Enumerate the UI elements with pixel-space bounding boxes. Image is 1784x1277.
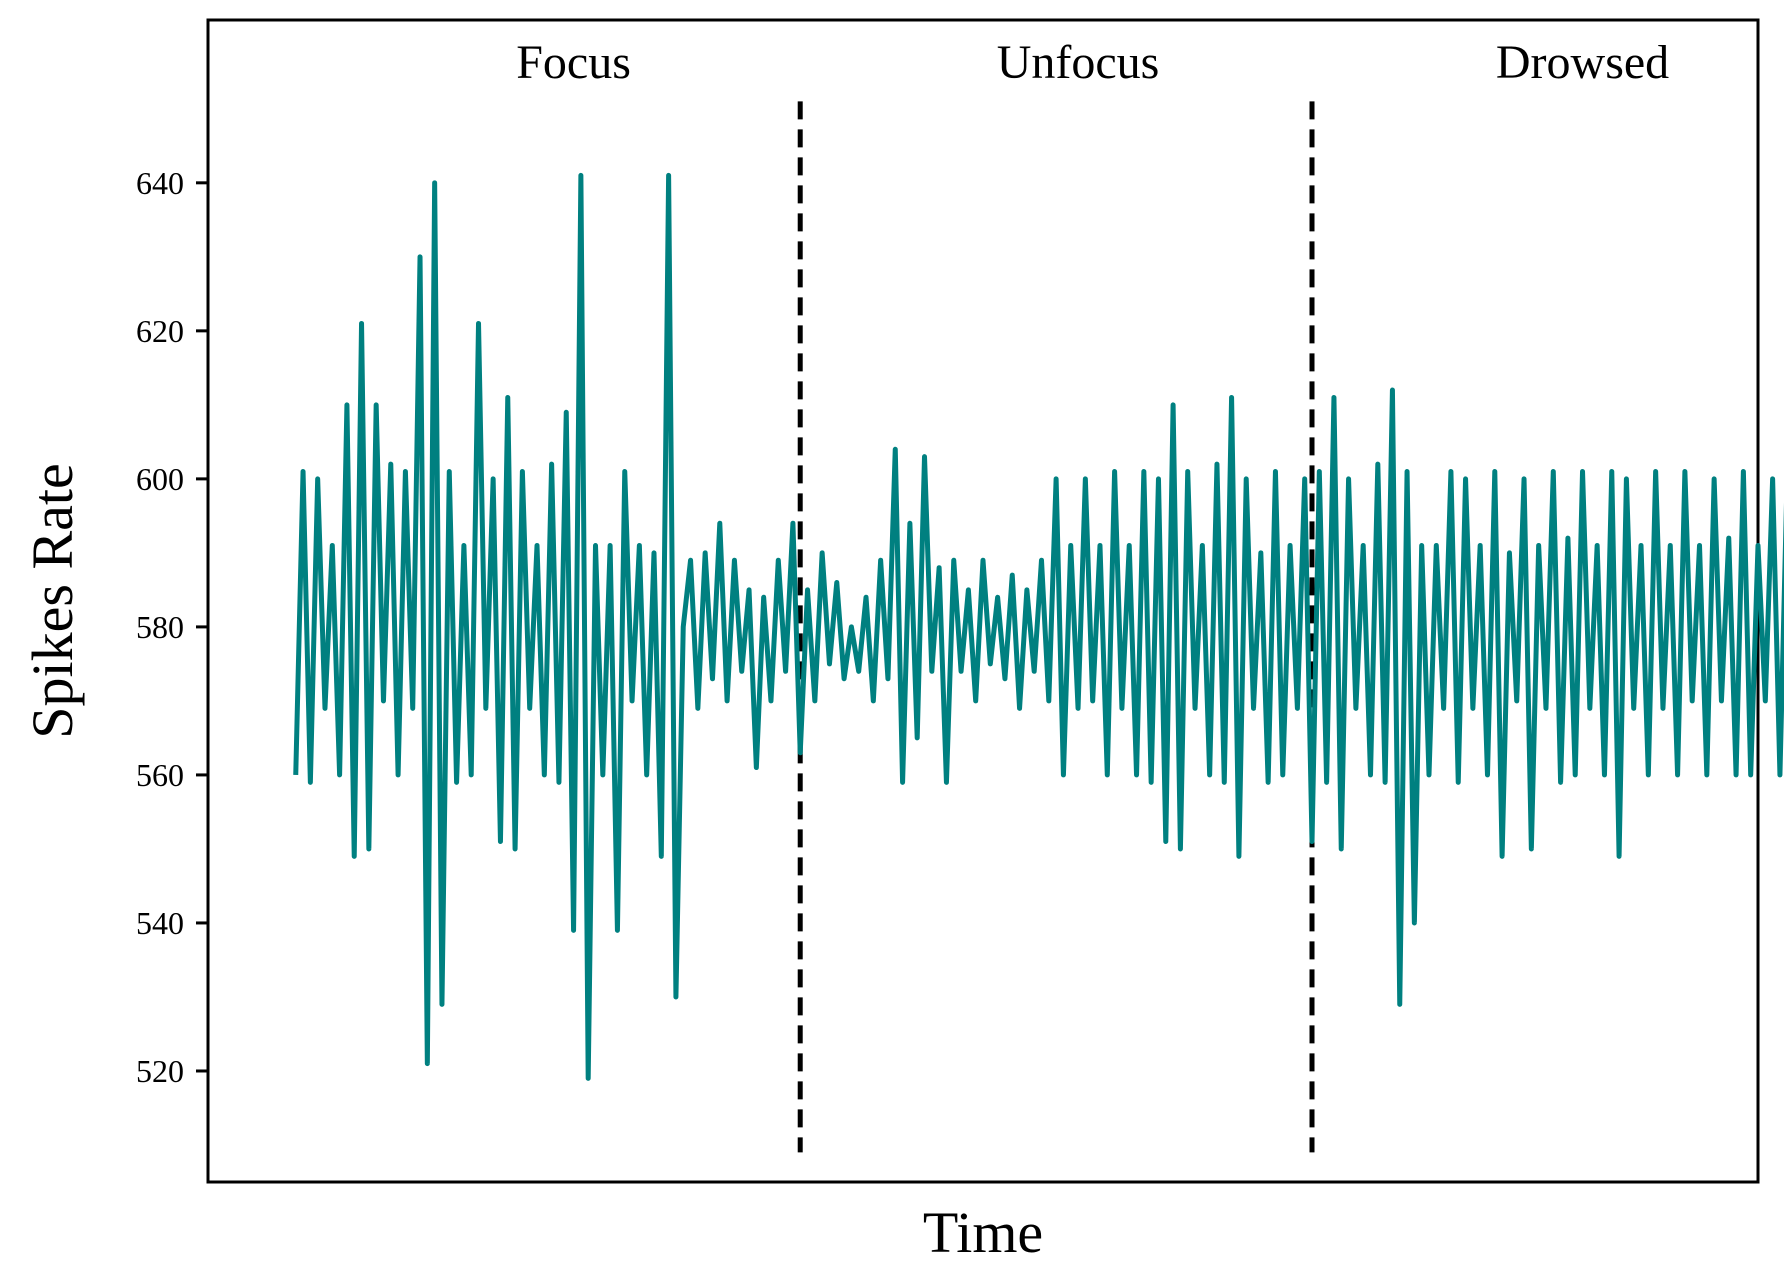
spikes-rate-line <box>293 172 1784 1081</box>
y-tick-label: 540 <box>136 905 184 941</box>
y-tick-label: 620 <box>136 313 184 349</box>
y-axis: 520 540 560 580 600 620 640 <box>136 165 208 1089</box>
region-labels: Focus Unfocus Drowsed <box>516 36 1669 89</box>
x-axis-title: Time <box>923 1200 1043 1265</box>
region-label-unfocus: Unfocus <box>997 36 1160 89</box>
region-dividers <box>797 101 1315 1153</box>
y-tick-label: 560 <box>136 757 184 793</box>
y-axis-title: Spikes Rate <box>20 463 85 738</box>
y-tick-label: 520 <box>136 1053 184 1089</box>
region-label-focus: Focus <box>516 36 631 89</box>
y-tick-label: 640 <box>136 165 184 201</box>
region-label-drowsed: Drowsed <box>1496 36 1669 89</box>
y-tick-label: 580 <box>136 609 184 645</box>
y-tick-label: 600 <box>136 461 184 497</box>
